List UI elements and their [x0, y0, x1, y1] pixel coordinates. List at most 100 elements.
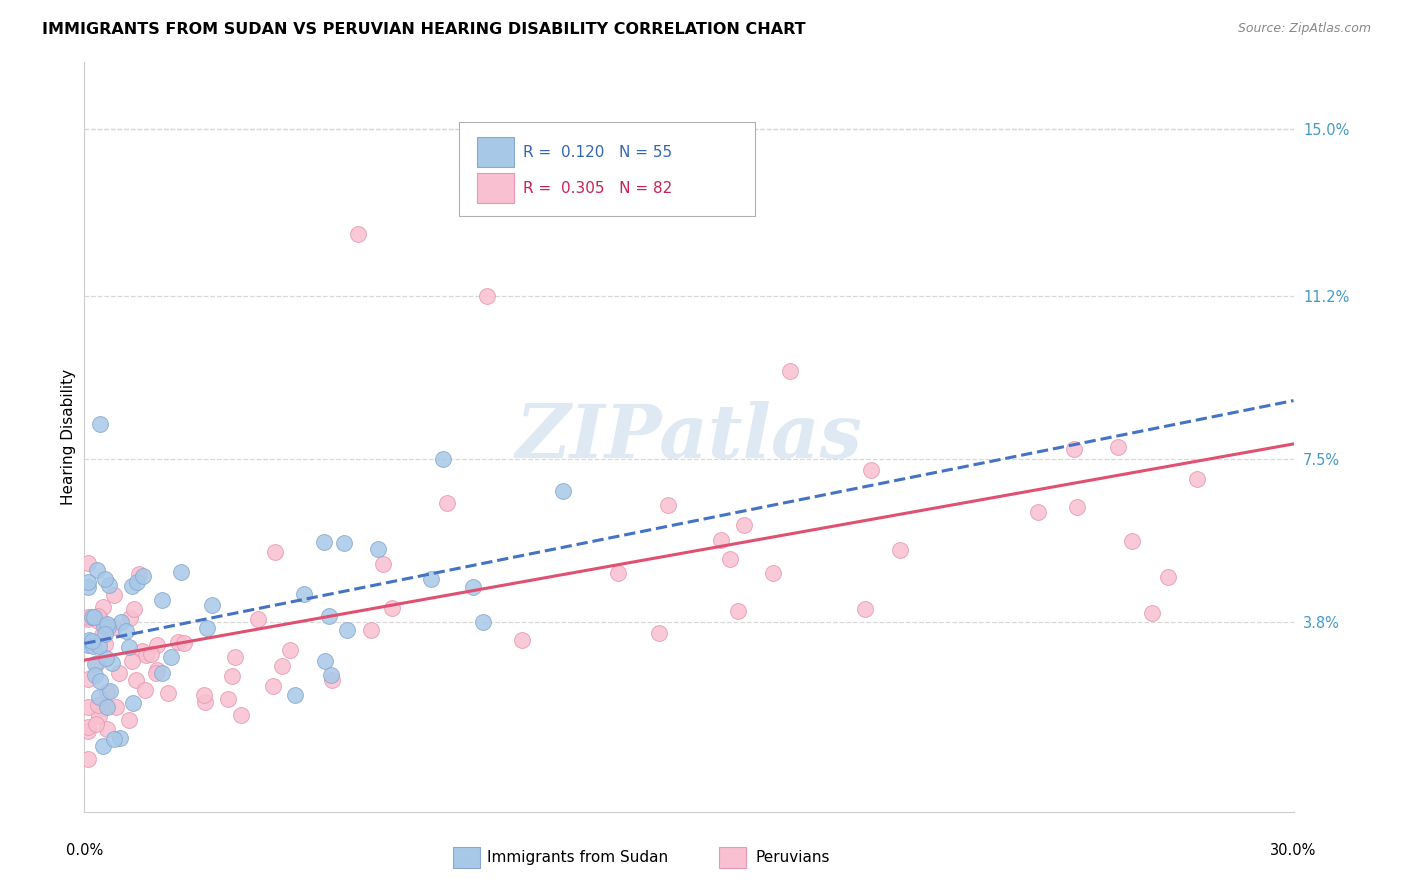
Point — [82, 639, 104, 653]
Point — [217, 692, 239, 706]
Point — [86, 563, 108, 577]
Point — [77, 632, 100, 647]
Point — [125, 673, 148, 687]
Point — [201, 599, 224, 613]
Point — [551, 483, 574, 498]
Point — [77, 556, 100, 570]
Point — [606, 566, 628, 581]
Point — [860, 463, 883, 477]
Point — [82, 633, 104, 648]
Point — [159, 649, 181, 664]
Point — [103, 732, 125, 747]
Point — [84, 717, 107, 731]
Point — [103, 620, 125, 634]
Point — [94, 636, 117, 650]
Point — [108, 731, 131, 746]
FancyBboxPatch shape — [478, 173, 513, 203]
Point — [262, 679, 284, 693]
Point — [86, 657, 108, 671]
Point — [104, 700, 127, 714]
Point — [96, 684, 118, 698]
Point — [332, 536, 354, 550]
Point — [77, 699, 100, 714]
Point — [472, 615, 495, 630]
Point — [1028, 505, 1050, 519]
Point — [94, 650, 117, 665]
Point — [94, 572, 117, 586]
Point — [91, 700, 114, 714]
Point — [271, 659, 294, 673]
Point — [118, 611, 141, 625]
Point — [96, 617, 118, 632]
Point — [91, 600, 114, 615]
Point — [103, 588, 125, 602]
Point — [87, 709, 110, 723]
Point — [118, 713, 141, 727]
Point — [889, 542, 911, 557]
Point — [145, 666, 167, 681]
Point — [727, 604, 749, 618]
FancyBboxPatch shape — [453, 847, 479, 868]
Point — [1157, 570, 1180, 584]
Y-axis label: Hearing Disability: Hearing Disability — [60, 369, 76, 505]
Point — [98, 684, 121, 698]
Point — [145, 638, 167, 652]
Point — [167, 635, 190, 649]
Text: 0.0%: 0.0% — [66, 843, 103, 857]
Text: R =  0.120   N = 55: R = 0.120 N = 55 — [523, 145, 672, 160]
Point — [77, 751, 100, 765]
Point — [647, 625, 669, 640]
Point — [84, 668, 107, 682]
Text: 30.0%: 30.0% — [1271, 843, 1316, 857]
Point — [617, 153, 640, 167]
Point — [93, 627, 115, 641]
Point — [89, 673, 111, 688]
Point — [710, 533, 733, 547]
Point — [87, 698, 110, 712]
Point — [420, 572, 443, 586]
Point — [128, 566, 150, 581]
Point — [146, 663, 169, 677]
Text: Immigrants from Sudan: Immigrants from Sudan — [486, 850, 668, 865]
Point — [347, 227, 370, 242]
Point — [83, 657, 105, 672]
Point — [121, 579, 143, 593]
Point — [229, 708, 252, 723]
Point — [94, 621, 117, 635]
Point — [367, 541, 389, 556]
Point — [114, 624, 136, 639]
Point — [134, 682, 156, 697]
Point — [1185, 472, 1208, 486]
Point — [314, 534, 336, 549]
Point — [90, 628, 112, 642]
Point — [247, 612, 270, 626]
Point — [318, 608, 340, 623]
Point — [718, 551, 741, 566]
Point — [83, 610, 105, 624]
Point — [150, 666, 173, 681]
Text: IMMIGRANTS FROM SUDAN VS PERUVIAN HEARING DISABILITY CORRELATION CHART: IMMIGRANTS FROM SUDAN VS PERUVIAN HEARIN… — [42, 22, 806, 37]
Point — [292, 587, 315, 601]
Text: R =  0.305   N = 82: R = 0.305 N = 82 — [523, 181, 672, 196]
Point — [381, 601, 404, 615]
Point — [100, 656, 122, 670]
Text: Peruvians: Peruvians — [755, 850, 830, 865]
Point — [221, 669, 243, 683]
FancyBboxPatch shape — [720, 847, 745, 868]
Point — [853, 602, 876, 616]
Point — [80, 610, 103, 624]
Point — [432, 451, 454, 466]
Point — [284, 689, 307, 703]
Point — [157, 686, 180, 700]
Point — [122, 602, 145, 616]
Point — [1121, 533, 1143, 548]
Point — [110, 615, 132, 629]
Point — [263, 545, 285, 559]
Point — [510, 633, 533, 648]
Point — [122, 696, 145, 710]
Point — [170, 565, 193, 579]
Point — [733, 518, 755, 533]
Point — [1063, 442, 1085, 457]
Text: ZIPatlas: ZIPatlas — [516, 401, 862, 474]
Point — [77, 580, 100, 594]
